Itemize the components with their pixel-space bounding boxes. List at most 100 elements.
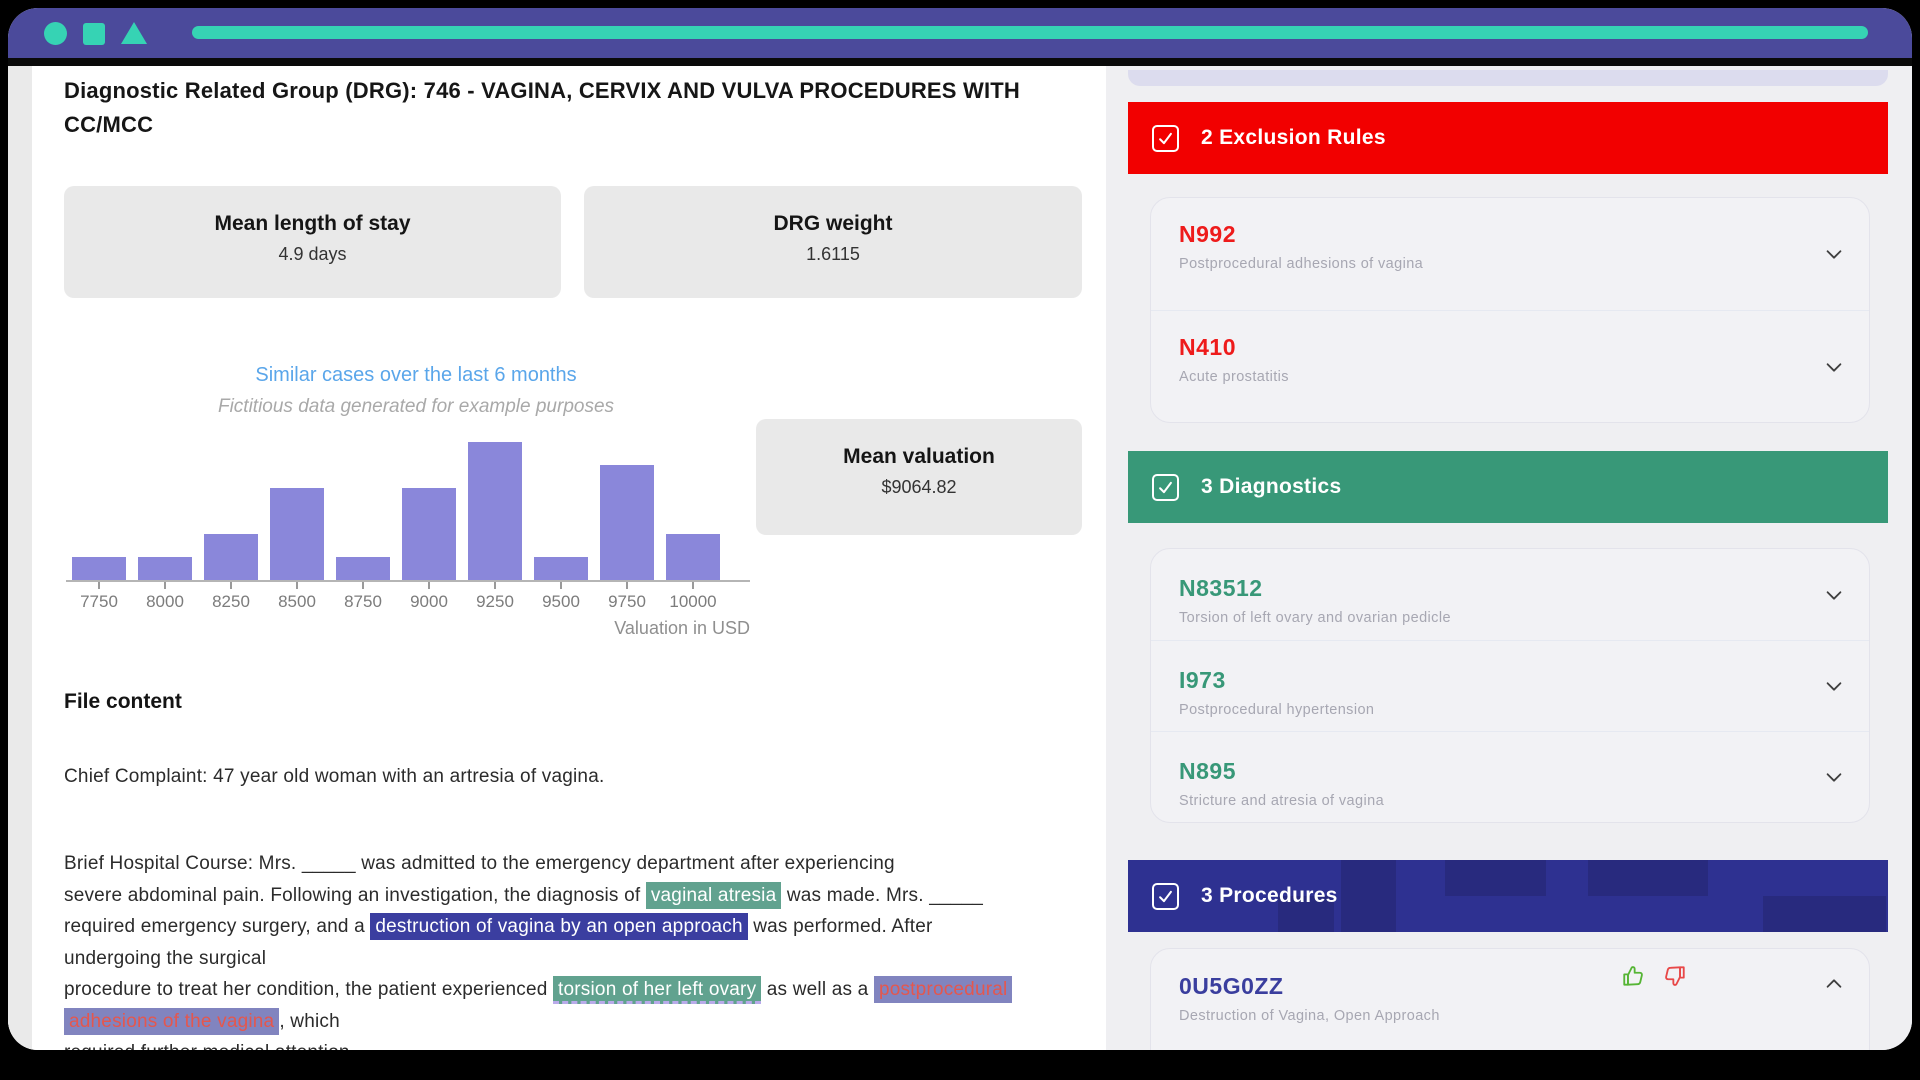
highlighted-term[interactable]: adhesions of the vagina [64,1007,280,1035]
text-segment: , which [279,1010,340,1032]
text-segment: required emergency surgery, and a [64,916,371,937]
drg-weight-card: DRG weight 1.6115 [584,186,1082,298]
case-detail-panel: Diagnostic Related Group (DRG): 746 - VA… [8,66,1106,1050]
text-segment: required further medical attention. [64,1042,355,1050]
highlighted-term[interactable]: vaginal atresia [645,881,782,909]
highlighted-term[interactable]: torsion of her left ovary [553,976,762,1004]
x-tick-label: 9750 [608,592,646,611]
highlighted-term[interactable]: postprocedural [873,976,1013,1003]
chart-title: Similar cases over the last 6 months [255,364,577,386]
stat-value: 1.6115 [806,244,860,264]
chart-bars [66,440,766,580]
text-segment: Brief Hospital Course: Mrs. _____ was ad… [64,853,895,874]
decorative-block [1763,896,1886,932]
stat-value: 4.9 days [278,244,347,264]
section-header-diagnostics[interactable]: 3 Diagnostics [1128,451,1888,523]
chart-x-axis-label: Valuation in USD [614,618,750,638]
code-row-I973[interactable]: I973 Postprocedural hypertension [1151,640,1869,731]
chevron-down-icon[interactable] [1823,584,1845,606]
x-tick-label: 8250 [212,592,250,611]
checkbox-checked-icon[interactable] [1152,882,1179,910]
code-row-N410[interactable]: N410 Acute prostatitis [1151,310,1869,422]
chart-ticks [66,582,766,590]
stat-value: $9064.82 [881,477,957,497]
code-row-0U5G0ZZ[interactable]: 0U5G0ZZ Destruction of Vagina, Open Appro… [1151,949,1869,1050]
chevron-down-icon[interactable] [1823,766,1845,788]
chevron-down-icon[interactable] [1823,243,1845,265]
stat-label: Mean valuation [843,445,995,468]
code-description: Torsion of left ovary and ovarian pedicl… [1179,610,1451,626]
section-header-procedures[interactable]: 3 Procedures [1128,860,1888,932]
code-row-N992[interactable]: N992 Postprocedural adhesions of vagina [1151,198,1869,310]
x-tick-label: 8500 [278,592,316,611]
code-label: N992 [1179,221,1236,247]
chevron-down-icon[interactable] [1823,675,1845,697]
chart-subtitle: Fictitious data generated for example pu… [217,396,615,417]
chart-bar [336,557,390,580]
top-bar [8,8,1912,58]
top-bar-separator [8,58,1912,66]
chart-bar [138,557,192,580]
section-title: 2 Exclusion Rules [1201,126,1386,149]
chief-complaint-text: Chief Complaint: 47 year old woman with … [64,766,605,787]
code-label: 0U5G0ZZ [1179,973,1284,999]
hospital-course-text: Brief Hospital Course: Mrs. _____ was ad… [64,848,1094,1050]
section-title: 3 Diagnostics [1201,475,1342,498]
x-tick-label: 9500 [542,592,580,611]
code-description: Acute prostatitis [1179,369,1289,385]
thumbs-up-icon[interactable] [1621,963,1647,989]
code-row-N895[interactable]: N895 Stricture and atresia of vagina [1151,731,1869,822]
code-label: N895 [1179,758,1236,784]
code-description: Stricture and atresia of vagina [1179,793,1385,809]
chevron-up-icon[interactable] [1823,973,1845,995]
chart-bar [204,534,258,580]
code-label: I973 [1179,667,1226,693]
code-description: Postprocedural adhesions of vagina [1179,256,1424,272]
chart-bar [270,488,324,580]
text-segment: undergoing the surgical [64,947,267,969]
chart-x-axis [66,580,750,582]
text-segment: procedure to treat her condition, the pa… [64,979,554,1000]
chart-bar [402,488,456,580]
file-content-heading: File content [64,690,182,713]
decorative-block [1445,860,1546,896]
left-edge-strip [8,66,32,1050]
mean-length-of-stay-card: Mean length of stay 4.9 days [64,186,561,298]
chevron-down-icon[interactable] [1823,356,1845,378]
code-description: Destruction of Vagina, Open Approach [1179,1008,1440,1024]
chart-bar [72,557,126,580]
x-tick-label: 8000 [146,592,184,611]
x-tick-label: 9250 [476,592,514,611]
progress-line [192,26,1868,39]
section-title: 3 Procedures [1201,884,1338,907]
decorative-block [1588,860,1708,896]
section-card-exclusions: N992 Postprocedural adhesions of vagina N4… [1150,197,1870,423]
chart-bar [600,465,654,580]
mean-valuation-card: Mean valuation $9064.82 [756,419,1082,535]
stat-label: DRG weight [773,212,893,235]
circle-icon [44,22,67,45]
text-segment: severe abdominal pain. Following an inve… [64,884,646,906]
checkbox-checked-icon[interactable] [1152,124,1179,152]
decorative-block [1278,896,1334,932]
code-description: Postprocedural hypertension [1179,702,1375,718]
code-label: N83512 [1179,575,1263,601]
text-segment: was made. Mrs. _____ [781,884,984,906]
x-tick-label: 10000 [669,592,717,611]
x-tick-label: 7750 [80,592,118,611]
section-card-procedures: 0U5G0ZZ Destruction of Vagina, Open Appro… [1150,948,1870,1050]
stat-label: Mean length of stay [214,212,411,235]
chart-bar [534,557,588,580]
x-tick-label: 9000 [410,592,448,611]
code-row-N83512[interactable]: N83512 Torsion of left ovary and ovarian … [1151,549,1869,640]
drg-title: Diagnostic Related Group (DRG): 746 - VA… [64,78,1020,137]
checkbox-checked-icon[interactable] [1152,473,1179,501]
section-header-exclusions[interactable]: 2 Exclusion Rules [1128,102,1888,174]
thumbs-down-icon[interactable] [1661,963,1687,989]
triangle-icon [121,22,147,44]
partially-visible-card [1128,70,1888,86]
text-segment: was performed. After [747,916,933,937]
chart-tick-labels: 7750 8000 8250 8500 8750 9000 9250 9500 9750 1000… [66,592,766,612]
highlighted-term[interactable]: destruction of vagina by an open approac… [370,913,748,940]
section-card-diagnostics: N83512 Torsion of left ovary and ovarian … [1150,548,1870,823]
